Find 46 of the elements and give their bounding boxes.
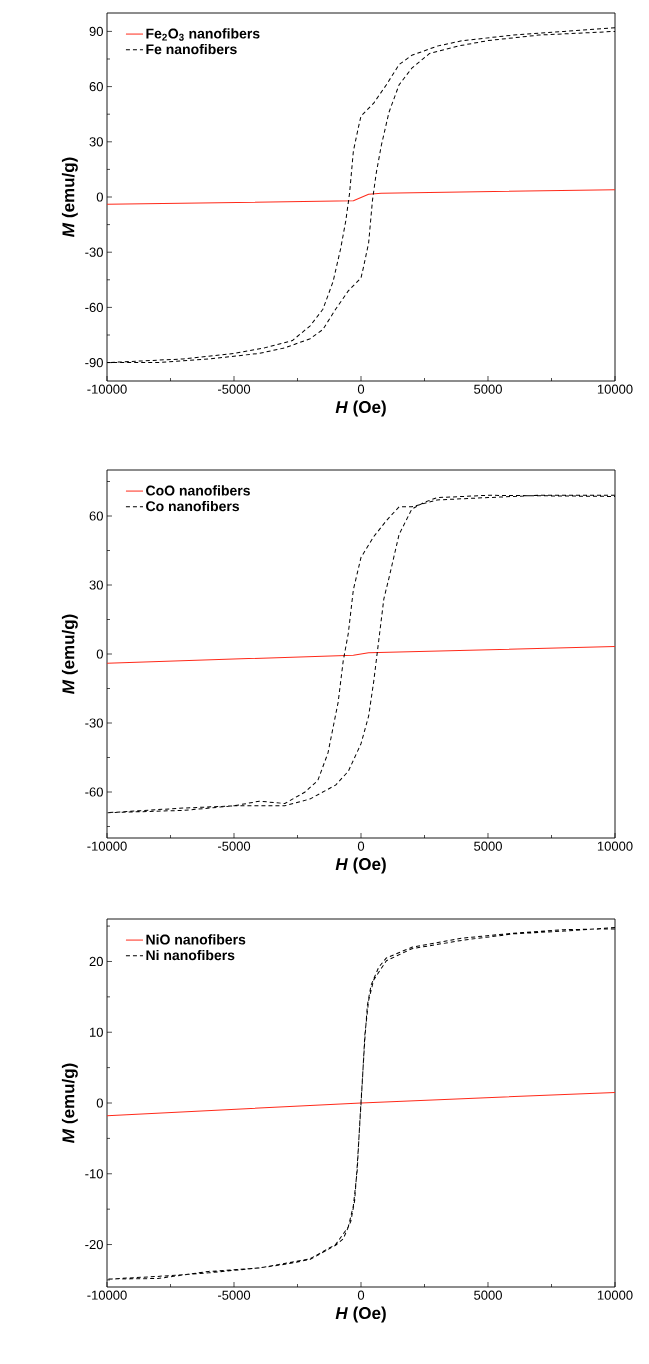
x-tick-label: -10000 [87,841,127,851]
y-tick-label: 0 [96,649,103,659]
legend-label: Ni nanofibers [146,949,235,961]
x-tick-label: -5000 [217,384,251,394]
x-axis-title: H (Oe) [335,1306,386,1323]
y-axis-title: M (emu/g) [61,614,78,694]
x-tick-label: 5000 [474,384,502,394]
legend-label: Fe nanofibers [146,43,237,55]
legend-label: CoO nanofibers [146,485,250,496]
legend-label: Co nanofibers [146,500,240,512]
x-tick-label: 5000 [474,841,502,851]
x-tick-label: -10000 [87,384,127,394]
x-tick-label: -5000 [217,1290,251,1300]
x-tick-label: 10000 [597,1290,633,1300]
x-tick-label: 10000 [597,841,633,851]
x-tick-label: 10000 [597,384,633,394]
y-tick-label: -20 [85,1239,103,1250]
x-tick-label: 5000 [474,1290,502,1300]
x-tick-label: -10000 [87,1290,127,1300]
legend-label: Fe$_{2}$O$_{3}$ nanofibers [146,28,260,41]
y-axis-title: M (emu/g) [61,1063,78,1143]
y-tick-label: -30 [85,718,103,728]
x-axis-title: H (Oe) [335,857,386,874]
y-tick-label: 0 [96,1098,103,1108]
y-tick-label: 60 [89,511,103,521]
x-tick-label: 0 [357,841,365,851]
legend-label: NiO nanofibers [146,934,246,945]
y-tick-label: 0 [96,192,103,202]
x-tick-label: -5000 [217,841,251,851]
line-series [107,189,615,205]
y-tick-label: -30 [85,247,103,257]
x-tick-label: 0 [357,384,365,394]
y-tick-label: -10 [85,1169,103,1179]
y-tick-label: 60 [89,82,103,92]
y-tick-label: 30 [89,137,103,147]
line-series [107,645,615,664]
y-tick-label: -90 [85,358,103,368]
x-tick-label: 0 [357,1290,365,1300]
y-tick-label: 20 [89,956,103,967]
y-tick-label: 90 [89,26,103,36]
x-axis-title: H (Oe) [335,400,386,417]
y-tick-label: 30 [89,580,103,590]
y-tick-label: 10 [89,1027,103,1037]
y-tick-label: -60 [85,302,103,313]
y-axis-title: M (emu/g) [61,157,78,237]
y-tick-label: -60 [85,787,103,797]
